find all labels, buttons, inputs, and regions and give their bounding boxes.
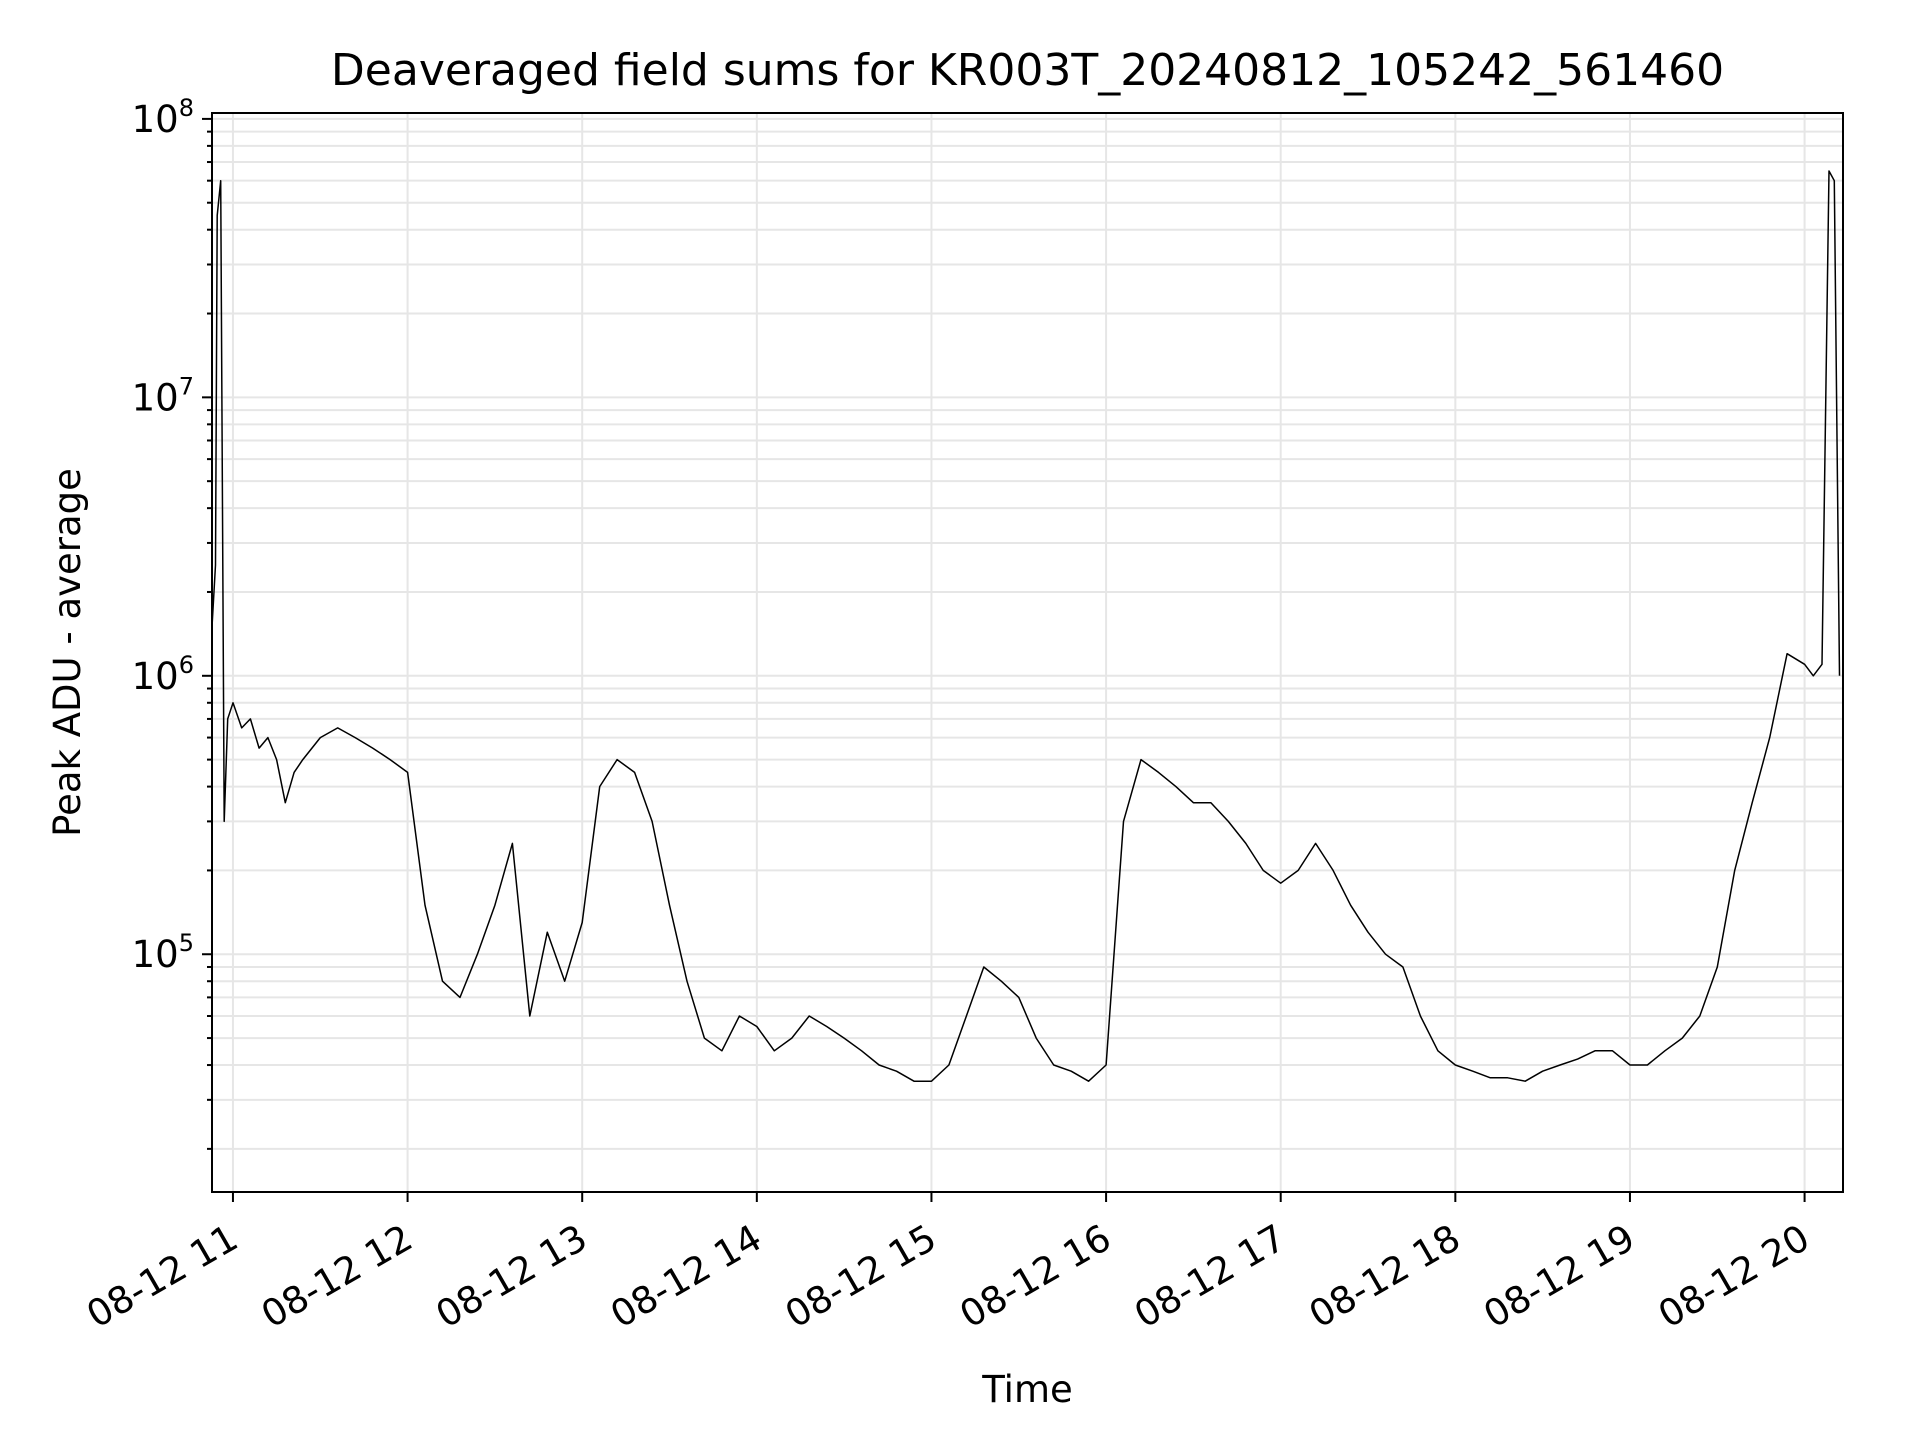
y-tick-label: 107 <box>132 372 194 419</box>
x-axis-label: Time <box>981 1368 1073 1411</box>
y-tick-label: 106 <box>132 651 194 698</box>
y-tick-label: 105 <box>132 929 194 976</box>
y-axis-label: Peak ADU - average <box>46 468 89 837</box>
chart-title: Deaveraged field sums for KR003T_2024081… <box>331 45 1724 96</box>
grid <box>212 113 1843 1192</box>
y-tick-label: 108 <box>132 94 194 141</box>
data-series <box>211 170 1841 1082</box>
plot-area-frame <box>211 112 1844 1193</box>
series-line-0 <box>211 170 1841 1082</box>
